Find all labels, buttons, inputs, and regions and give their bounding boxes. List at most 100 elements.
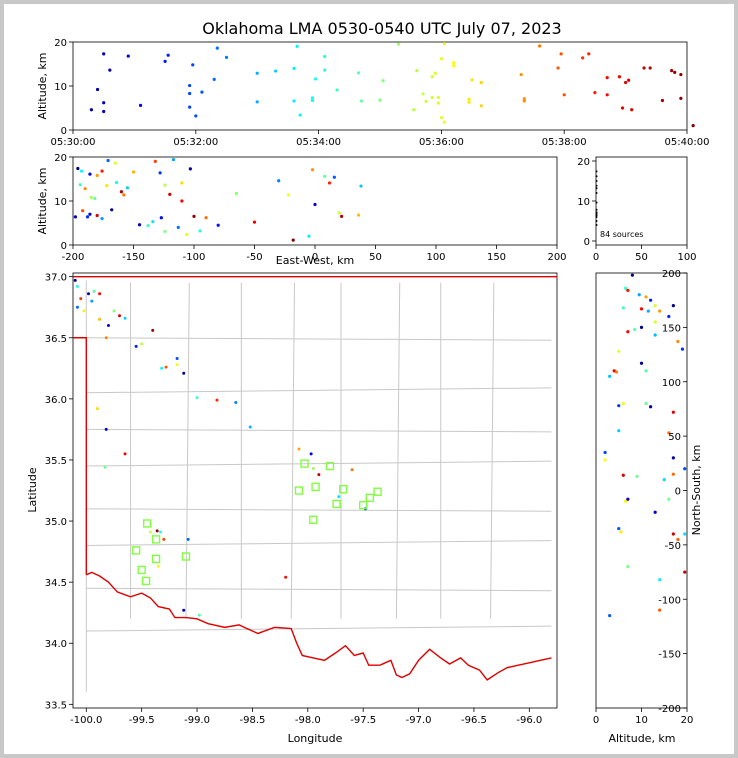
source-point [92,289,96,293]
source-point [680,347,685,351]
source-point [95,407,99,411]
source-point [153,159,157,163]
source-point [658,309,662,313]
northsouth-altitude-xlabel: Altitude, km [608,732,675,745]
source-point [163,59,167,63]
source-point [621,473,625,477]
altitude-axis-tick-label: 0 [584,237,590,248]
source-point [332,175,336,179]
county-line [86,508,552,512]
latitude-axis-tick-label: 33.5 [45,700,67,711]
source-point [162,537,166,541]
longitude-axis-tick-label: -100.0 [70,715,102,726]
source-point [140,342,144,346]
source-point [614,370,619,374]
source-point [164,365,168,369]
source-point [519,72,523,77]
source-point [151,220,155,224]
altitude-axis-tick-label: 20 [681,715,694,726]
source-point [662,478,666,482]
north-south-axis-tick-label: -50 [665,541,681,552]
source-point [479,104,483,108]
source-point [671,304,675,308]
altitude-axis-tick-label: 20 [54,153,67,164]
station-marker [325,461,335,471]
source-point [378,98,382,102]
source-point [83,187,87,191]
histogram-point [595,208,598,211]
source-point [106,324,110,328]
source-point [396,42,401,46]
north-south-axis-tick-label: 50 [668,432,681,443]
source-point [470,78,474,82]
source-point [467,100,471,104]
source-point [639,361,644,365]
station-marker [339,485,348,494]
source-point [639,307,644,311]
source-point [284,575,288,579]
county-line [86,428,552,433]
time-axis-tick-label: 05:36:00 [419,137,464,148]
source-point [624,80,628,85]
north-south-axis-tick-label: 200 [662,269,681,280]
histogram-point [595,216,598,218]
source-point [159,216,163,220]
altitude-time-ticks: 05:30:00 05:32:00 05:34:00 05:36:00 05:38:00… [51,38,710,148]
station-marker [141,576,151,586]
north-south-axis-tick-label: 100 [662,378,681,389]
source-point [73,278,77,282]
altitude-histogram-ticks: 0 50 100 0 10 20 [577,157,696,263]
altitude-histogram-points [595,170,598,226]
source-point [137,223,142,227]
source-point [155,529,159,533]
source-point [90,299,94,303]
source-point [436,101,440,105]
northsouth-altitude-ticks: 0 10 20-200 -150 -100 -50 0 50 100 150 200 [593,269,694,726]
east-west-axis-tick-label: 0 [312,252,318,263]
source-point [198,229,202,233]
station-marker [309,515,318,525]
source-point [637,293,641,297]
histogram-point [595,184,598,187]
latitude-axis-tick-label: 35.5 [45,456,67,467]
north-south-axis-tick-label: 150 [662,323,681,334]
histogram-point [595,224,598,226]
histogram-point [595,192,598,194]
altitude-eastwest-ticks: -200 -150 -100 -50 0 50 100 150 200 0 10 20 [54,153,566,263]
source-point [436,95,440,100]
source-point [292,66,296,70]
source-point [87,292,91,296]
source-point [123,316,127,320]
source-point [626,330,630,334]
northsouth-altitude-axes [595,272,688,709]
longitude-axis-tick-label: -96.0 [516,715,542,726]
station-marker [311,482,320,492]
source-point [479,80,483,85]
source-point [653,333,657,337]
longitude-axis-tick-label: -98.5 [239,715,265,726]
longitude-axis-tick-label: -99.0 [184,715,210,726]
source-point [104,427,108,431]
source-point [653,510,657,514]
northsouth-altitude-points [603,273,687,618]
source-point [337,495,341,499]
county-line [490,282,495,619]
altitude-axis-tick-label: 20 [54,38,67,49]
source-point [102,109,106,114]
altitude-eastwest-ylabel: Altitude, km [36,167,49,234]
source-point [309,452,313,456]
source-point [255,71,259,75]
source-point [639,325,644,329]
source-point [171,158,176,162]
altitude-eastwest-panel: -200 -150 -100 -50 0 50 100 150 200 0 10 20 Altitud… [36,153,567,267]
source-point [317,473,321,477]
source-point [522,97,526,101]
source-point [452,64,456,68]
source-point [587,52,591,56]
source-point [442,120,447,124]
altitude-histogram-panel: 0 50 100 0 10 20 84 sources [577,156,697,263]
source-point [635,474,639,478]
source-point [644,401,648,406]
count-axis-tick-label: 100 [677,252,696,263]
